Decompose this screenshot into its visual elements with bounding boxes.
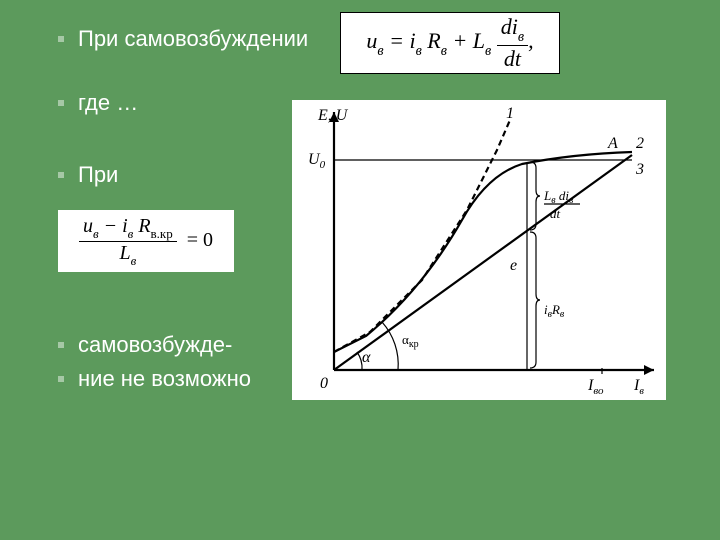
Ldidt-label-den: dt <box>550 206 561 221</box>
bullet-item-5: ние не возможно <box>58 364 251 394</box>
graph-svg: 0 E, U Iв U0 1 2 3 A Iво <box>292 100 666 400</box>
curve-3 <box>334 155 632 370</box>
x-axis-arrow-icon <box>644 365 654 375</box>
bullet-item-4: самовозбужде- <box>58 330 232 360</box>
y-axis-label: E, U <box>317 107 349 124</box>
bullet-text-4: самовозбужде- <box>78 330 232 360</box>
alpha-label: α <box>362 349 371 366</box>
alpha-kr-label: αкр <box>402 332 419 350</box>
bullet-marker-icon <box>58 376 64 382</box>
curve-1 <box>334 120 510 352</box>
bullet-item-3: При <box>58 160 118 190</box>
formula-2: uв − iв Rв.кр Lв = 0 <box>58 210 234 272</box>
u0-label: U0 <box>308 151 326 171</box>
iR-label: iвRв <box>544 302 565 320</box>
bullet-marker-icon <box>58 100 64 106</box>
brace-Ldidt <box>530 162 540 230</box>
bullet-item-2: где … <box>58 88 138 118</box>
x-axis-label: Iв <box>633 377 644 397</box>
origin-label: 0 <box>320 375 328 392</box>
point-A-label: A <box>607 135 618 152</box>
curve-1-label: 1 <box>506 105 514 122</box>
bullet-item-1: При самовозбуждении <box>58 24 308 54</box>
bullet-text-2: где … <box>78 88 138 118</box>
slide: При самовозбуждении где … При самовозбуж… <box>0 0 720 540</box>
bullet-marker-icon <box>58 172 64 178</box>
graph: 0 E, U Iв U0 1 2 3 A Iво <box>292 100 666 400</box>
bullet-marker-icon <box>58 36 64 42</box>
curve-2-label: 2 <box>636 135 644 152</box>
bullet-text-3: При <box>78 160 118 190</box>
curve-3-label: 3 <box>635 161 644 178</box>
bullet-text-5: ние не возможно <box>78 364 251 394</box>
bullet-marker-icon <box>58 342 64 348</box>
Ldidt-label: Lв diв <box>543 188 574 206</box>
brace-iR <box>530 232 540 368</box>
bullet-text-1: При самовозбуждении <box>78 24 308 54</box>
e-label: e <box>510 257 517 274</box>
iv0-label: Iво <box>587 377 604 397</box>
formula-1: uв = iв Rв + Lв diвdt, <box>340 12 560 74</box>
